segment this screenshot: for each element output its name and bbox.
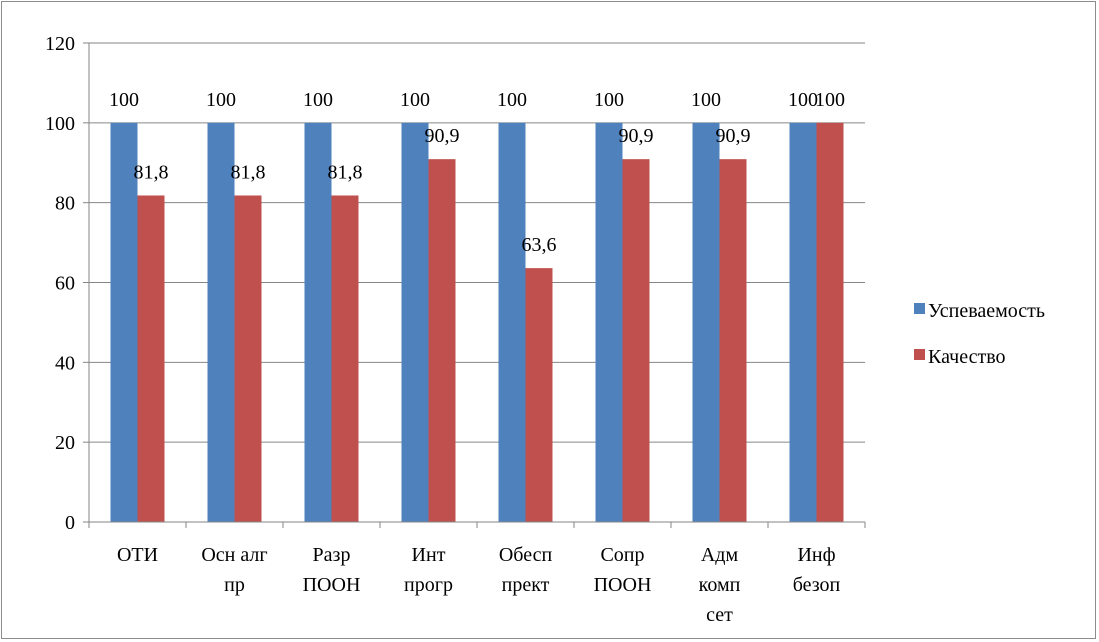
bar-kachestvo [719,159,747,522]
data-label-uspevaemost: 100 [400,89,430,111]
bar-kachestvo [137,195,165,522]
bar-uspevaemost [789,122,817,522]
data-label-uspevaemost: 100 [303,89,333,111]
axes: 0 20 40 60 80 100 120 ОТИ Осн алг пр Разр ПООН Инт пр… [45,33,866,626]
data-label-kachestvo: 63,6 [522,234,557,256]
x-tick-label: Разр ПООН [303,544,361,596]
legend: Успеваемость Качество [914,300,1045,368]
x-tick-label: Инт прогр [404,544,453,596]
y-tick-label: 40 [55,352,75,374]
bars [110,122,844,522]
bar-kachestvo [428,159,456,522]
x-tick-label: Адм комп сет [699,544,741,626]
x-tick-label: ОТИ [117,544,158,566]
data-label-uspevaemost: 100 [594,89,624,111]
bar-uspevaemost [498,122,526,522]
bar-uspevaemost [110,122,138,522]
data-label-kachestvo: 81,8 [134,161,169,183]
bar-uspevaemost [304,122,332,522]
bar-uspevaemost [401,122,429,522]
data-label-kachestvo: 100 [815,89,845,111]
legend-swatch [914,303,925,314]
bar-kachestvo [234,195,262,522]
y-tick-label: 60 [55,273,75,295]
bar-uspevaemost [595,122,623,522]
data-label-kachestvo: 81,8 [231,161,266,183]
legend-swatch [914,349,925,360]
bar-kachestvo [331,195,359,522]
legend-label: Успеваемость [928,300,1045,322]
data-label-kachestvo: 81,8 [328,161,363,183]
x-tick-label: Осн алг пр [201,544,267,596]
y-tick-label: 20 [55,432,75,454]
bar-uspevaemost [207,122,235,522]
data-label-uspevaemost: 100 [109,89,139,111]
bar-kachestvo [816,122,844,522]
legend-label: Качество [928,346,1006,368]
bar-kachestvo [622,159,650,522]
data-label-kachestvo: 90,9 [619,125,654,147]
bar-kachestvo [525,268,553,522]
data-label-uspevaemost: 100 [497,89,527,111]
data-labels: 100 81,8 100 81,8 100 81,8 100 90,9 100 63,6 100 90… [109,89,845,256]
data-label-kachestvo: 90,9 [716,125,751,147]
y-tick-label: 0 [65,512,75,534]
y-tick-label: 120 [45,33,75,55]
bar-uspevaemost [692,122,720,522]
x-tick-label: Обесп прект [499,544,553,596]
y-tick-label: 100 [45,113,75,135]
x-tick-label: Сопр ПООН [594,544,652,596]
data-label-uspevaemost: 100 [788,89,818,111]
x-tick-label: Инф безоп [793,544,841,596]
data-label-uspevaemost: 100 [691,89,721,111]
y-tick-label: 80 [55,193,75,215]
data-label-uspevaemost: 100 [206,89,236,111]
data-label-kachestvo: 90,9 [425,125,460,147]
